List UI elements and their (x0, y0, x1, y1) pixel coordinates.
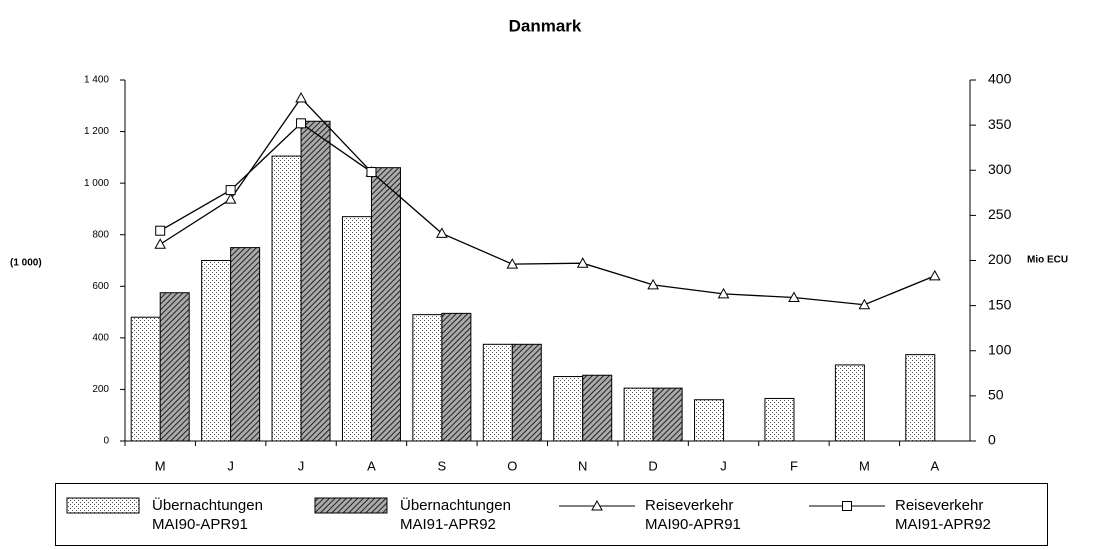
legend-swatch (66, 497, 140, 514)
legend-label: Übernachtungen MAI91-APR92 (400, 497, 511, 533)
marker (647, 278, 659, 290)
y2-tick-label: 200 (988, 251, 1012, 267)
bar (159, 292, 190, 442)
x-tick-label: O (507, 458, 517, 473)
x-tick-label: A (367, 458, 376, 473)
y2-axis-label: Mio ECU (1027, 255, 1068, 266)
y2-tick-label: 50 (988, 387, 1004, 403)
y-tick-label: 200 (92, 384, 109, 395)
chart: Danmark (1 000) Mio ECU 0 200 400 600 800 1 0… (10, 16, 1068, 473)
x-tick-label: A (930, 458, 939, 473)
x-tick-label: J (227, 458, 234, 473)
y-tick-label: 1 200 (84, 126, 109, 137)
y-tick-label: 600 (92, 281, 109, 292)
y-axis-label: (1 000) (10, 258, 42, 269)
marker (436, 227, 448, 238)
x-tick-label: M (155, 458, 166, 473)
chart-title: Danmark (509, 16, 582, 35)
legend-swatch (314, 497, 388, 514)
y2-tick-label: 350 (988, 116, 1012, 132)
bar (652, 387, 683, 442)
bar (582, 374, 613, 442)
bar (271, 155, 302, 442)
bar (130, 316, 161, 442)
x-tick-label: S (438, 458, 447, 473)
bar (511, 343, 542, 442)
marker (928, 269, 941, 281)
y2-tick-label: 300 (988, 161, 1012, 177)
legend-swatch (559, 499, 635, 511)
bar (553, 376, 584, 442)
marker (296, 118, 307, 129)
y2-tick-label: 0 (988, 432, 996, 448)
bar (201, 260, 232, 442)
bar (694, 399, 725, 442)
y-tick-label: 400 (92, 332, 109, 343)
line (159, 122, 372, 232)
x-tick-label: J (720, 458, 727, 473)
marker (295, 92, 307, 103)
legend-swatch (809, 501, 885, 511)
y-tick-label: 0 (103, 436, 109, 447)
marker (155, 225, 166, 236)
bar (300, 120, 331, 442)
marker (591, 499, 603, 511)
bar (412, 314, 443, 442)
y2-tick-label: 150 (988, 296, 1012, 312)
x-tick-label: N (578, 458, 587, 473)
marker (506, 258, 519, 269)
y-tick-label: 1 400 (84, 75, 109, 86)
x-tick-label: M (859, 458, 870, 473)
swatch (66, 497, 140, 514)
bar (441, 312, 472, 442)
swatch (314, 497, 388, 514)
marker (154, 238, 167, 249)
bar (230, 247, 261, 442)
y-tick-label: 1 000 (84, 178, 109, 189)
x-tick-label: F (790, 458, 798, 473)
bar (482, 343, 513, 442)
legend-entry: Übernachtungen MAI90-APR91 (66, 496, 292, 534)
marker (858, 298, 871, 310)
legend-label: Reiseverkehr MAI91-APR92 (895, 497, 991, 533)
legend-label: Übernachtungen MAI90-APR91 (152, 497, 263, 533)
legend: Übernachtungen MAI90-APR91 Übernachtungen… (55, 483, 1048, 546)
marker (717, 287, 730, 299)
line (159, 97, 936, 306)
legend-label: Reiseverkehr MAI90-APR91 (645, 497, 741, 533)
marker (842, 501, 852, 511)
marker (576, 257, 589, 268)
bar (623, 387, 654, 442)
legend-entry: Reiseverkehr MAI91-APR92 (809, 496, 1035, 534)
y-tick-label: 800 (92, 229, 109, 240)
bar (764, 397, 795, 442)
y2-tick-label: 250 (988, 206, 1012, 222)
legend-entry: Reiseverkehr MAI90-APR91 (559, 496, 785, 534)
bar (834, 364, 865, 442)
x-tick-label: D (648, 458, 657, 473)
marker (788, 291, 800, 303)
bar (905, 354, 936, 442)
y2-tick-label: 100 (988, 341, 1012, 357)
marker (366, 167, 377, 178)
y2-tick-label: 400 (988, 71, 1012, 87)
x-tick-label: J (298, 458, 305, 473)
marker (224, 193, 237, 204)
bar (370, 167, 401, 442)
legend-entry: Übernachtungen MAI91-APR92 (314, 496, 540, 534)
marker (225, 185, 236, 196)
bar (341, 216, 372, 442)
